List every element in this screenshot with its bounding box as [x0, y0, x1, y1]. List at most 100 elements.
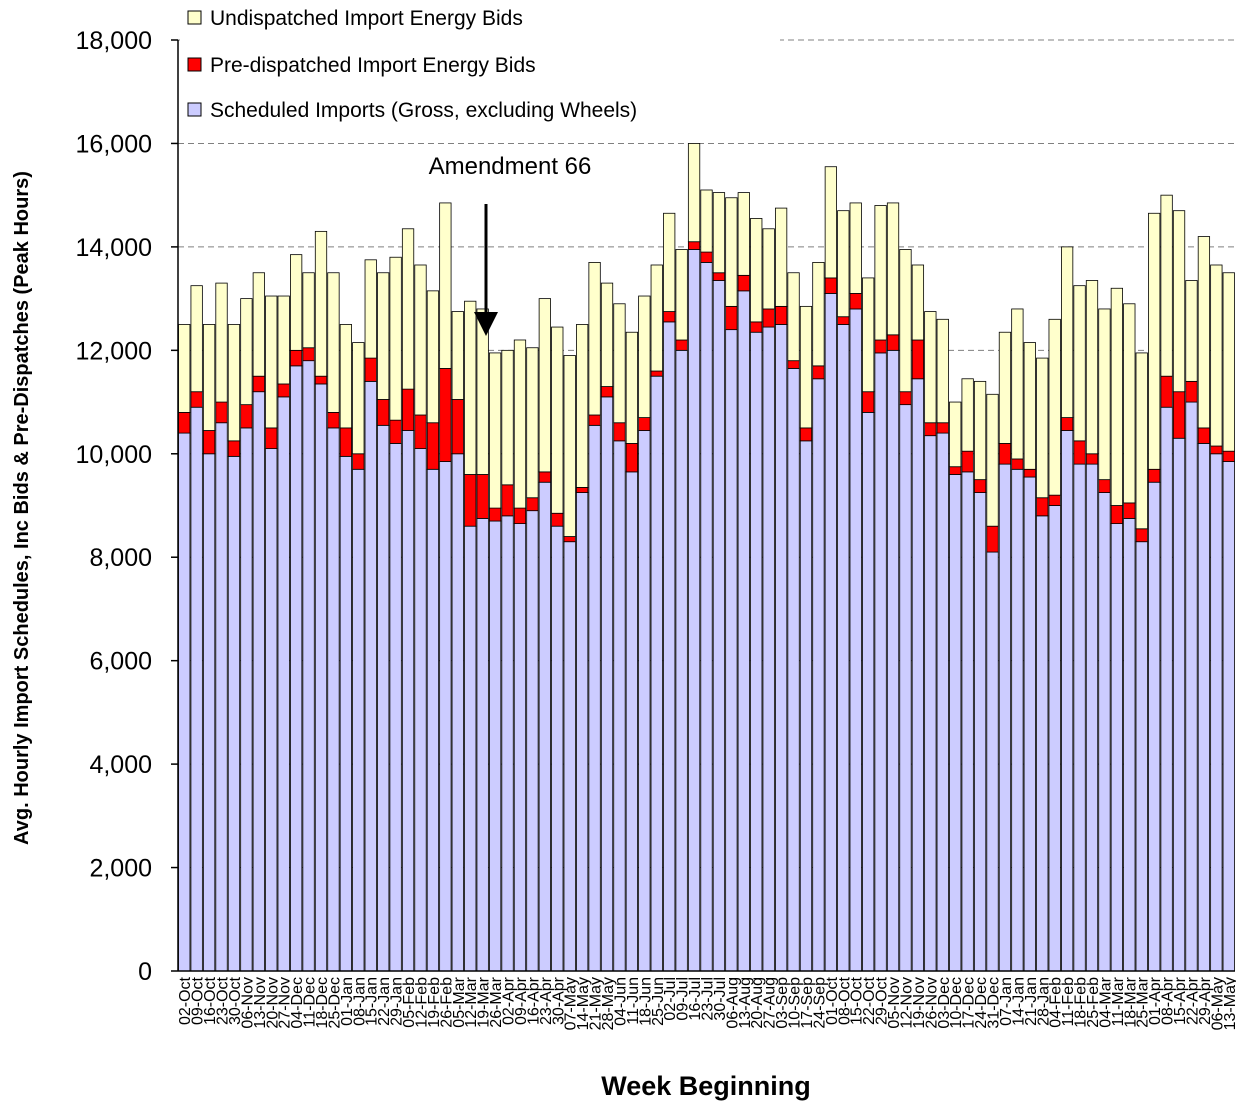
bar-segment	[799, 427, 813, 442]
x-tick-label: 24-Dec	[973, 977, 990, 1029]
bar-segment	[949, 474, 962, 972]
bar-segment	[464, 525, 477, 972]
bar-segment	[526, 510, 539, 972]
bar-segment	[202, 430, 216, 455]
bar-segment	[576, 492, 589, 972]
x-tick-label: 12-Nov	[898, 977, 915, 1029]
bar-segment	[588, 424, 601, 972]
bar-segment	[476, 518, 489, 972]
bar-segment	[737, 274, 750, 292]
y-axis-title: Avg. Hourly Import Schedules, Inc Bids &…	[11, 171, 33, 845]
bar-segment	[364, 380, 377, 972]
bar-segment	[240, 427, 253, 972]
bar-segment	[725, 197, 738, 307]
bar-segment	[613, 303, 626, 424]
bar-segment	[389, 443, 402, 972]
bar-segment	[339, 427, 352, 457]
bar-segment	[1110, 287, 1123, 506]
bar-segment	[277, 383, 290, 398]
x-tick-label: 08-Apr	[1160, 976, 1177, 1025]
bar-segment	[202, 453, 216, 972]
y-tick-label: 2,000	[89, 855, 152, 883]
bar-segment	[1048, 494, 1061, 506]
bar-segment	[352, 468, 365, 972]
x-tick-label: 02-Oct	[177, 976, 194, 1025]
bar-segment	[650, 375, 663, 972]
bar-segment	[1185, 280, 1198, 382]
bar-segment	[600, 282, 614, 387]
bar-segment	[1073, 463, 1086, 972]
x-tick-label: 17-Sep	[799, 977, 816, 1029]
x-tick-label: 22-Apr	[1184, 976, 1201, 1025]
x-tick-label: 16-Jul	[687, 977, 704, 1021]
bar-segment	[277, 396, 290, 972]
x-tick-label: 05-Mar	[451, 976, 468, 1027]
bar-segment	[625, 443, 639, 473]
x-tick-label: 07-May	[563, 977, 580, 1030]
bar-segment	[339, 455, 352, 972]
bar-segment	[936, 422, 949, 434]
bar-segment	[451, 399, 464, 455]
bar-segment	[1135, 528, 1148, 543]
x-tick-label: 15-Oct	[849, 976, 866, 1025]
x-tick-label: 06-Aug	[724, 977, 741, 1029]
bar-segment	[1210, 445, 1223, 455]
bar-segment	[401, 388, 415, 431]
bar-segment	[874, 205, 887, 341]
bar-segment	[401, 430, 415, 972]
bar-segment	[949, 401, 962, 468]
x-tick-label: 05-Feb	[401, 977, 418, 1028]
bar-segment	[1085, 280, 1099, 455]
bar-segment	[501, 349, 514, 486]
bar-segment	[364, 357, 377, 382]
bar-segment	[401, 228, 415, 390]
x-tick-label: 23-Oct	[215, 976, 232, 1025]
bar-segment	[874, 352, 887, 972]
bar-segment	[1023, 476, 1036, 972]
x-tick-label: 18-Jun	[637, 977, 654, 1026]
bar-segment	[563, 355, 576, 537]
bar-segment	[451, 453, 464, 972]
bar-segment	[488, 520, 502, 972]
bar-segment	[576, 324, 589, 488]
bar-segment	[1036, 497, 1049, 517]
x-axis-title: Week Beginning	[601, 1071, 811, 1101]
bar-segment	[1061, 246, 1074, 418]
bar-segment	[265, 427, 278, 450]
bar-segment	[1085, 463, 1099, 972]
bar-segment	[774, 324, 788, 972]
x-tick-label: 18-Mar	[1122, 976, 1139, 1027]
bar-segment	[1210, 453, 1223, 972]
x-tick-label: 28-May	[600, 977, 617, 1030]
bar-segment	[824, 166, 837, 279]
x-tick-label: 11-Dec	[302, 977, 319, 1027]
bar-segment	[837, 210, 850, 318]
bar-segment	[725, 305, 738, 331]
bar-segment	[178, 324, 191, 413]
bar-segment	[650, 264, 663, 372]
x-tick-label: 30-Oct	[227, 976, 244, 1025]
bar-segment	[1073, 285, 1086, 442]
bar-segment	[837, 324, 850, 972]
x-tick-label: 26-Feb	[438, 977, 455, 1028]
bar-segment	[812, 378, 825, 972]
legend-label: Pre-dispatched Import Energy Bids	[210, 54, 536, 77]
x-tick-label: 04-Feb	[1048, 977, 1065, 1028]
bar-segment	[886, 334, 900, 351]
bar-segment	[302, 347, 315, 362]
bar-segment	[687, 143, 701, 243]
bar-segment	[675, 349, 688, 972]
x-tick-label: 15-Apr	[1172, 976, 1189, 1025]
bar-segment	[240, 404, 253, 429]
bar-segment	[314, 383, 328, 972]
x-tick-label: 18-Dec	[314, 977, 331, 1029]
bar-segment	[675, 339, 688, 351]
bar-segment	[961, 378, 974, 452]
bar-segment	[663, 212, 676, 312]
bar-segment	[426, 290, 440, 424]
bar-segment	[501, 515, 514, 972]
bar-segment	[725, 329, 738, 972]
x-tick-label: 11-Jun	[625, 977, 642, 1025]
bar-segment	[712, 272, 726, 281]
